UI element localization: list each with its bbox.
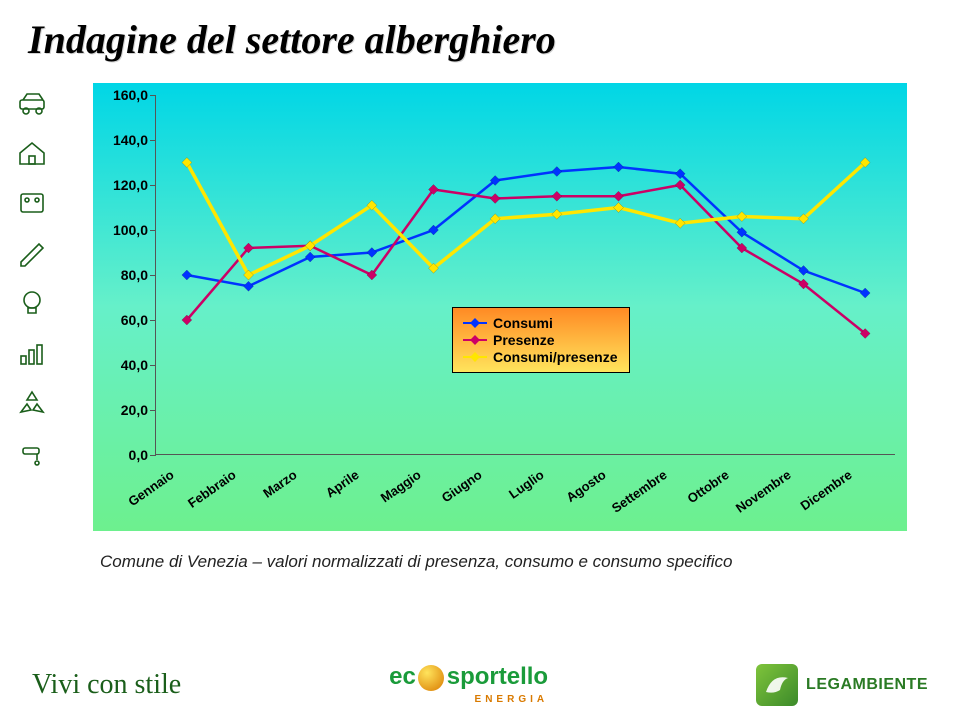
chart-icon <box>15 338 49 366</box>
house-icon <box>15 138 49 166</box>
legend-label: Consumi/presenze <box>493 349 617 365</box>
chart-caption: Comune di Venezia – valori normalizzati … <box>100 552 860 572</box>
page-title: Indagine del settore alberghiero <box>0 0 960 71</box>
x-axis-label: Settembre <box>609 467 670 516</box>
pencil-icon <box>15 238 49 266</box>
sidebar-icons <box>10 88 54 466</box>
legend-item: Consumi <box>463 315 617 331</box>
main-chart: ConsumiPresenzeConsumi/presenze 0,020,04… <box>90 80 910 534</box>
placeholder-icon <box>15 188 49 216</box>
x-axis-label: Agosto <box>563 467 608 505</box>
footer-bar: Vivi con stile ec sportello ENERGIA LEGA… <box>0 664 960 706</box>
legend-item: Consumi/presenze <box>463 349 617 365</box>
legend-label: Presenze <box>493 332 554 348</box>
x-axis-label: Ottobre <box>684 467 731 506</box>
brand-left: Vivi con stile <box>32 669 181 701</box>
car-icon <box>15 88 49 116</box>
x-axis-label: Novembre <box>732 467 793 516</box>
brand-center: ec sportello ENERGIA <box>389 665 548 705</box>
x-axis-label: Giugno <box>439 467 485 505</box>
x-axis-label: Maggio <box>377 467 423 505</box>
recycle-icon <box>15 388 49 416</box>
x-axis-label: Marzo <box>260 467 299 501</box>
legend-label: Consumi <box>493 315 553 331</box>
brand-right: LEGAMBIENTE <box>756 664 928 706</box>
bulb-icon <box>15 288 49 316</box>
x-axis-label: Aprile <box>323 467 362 500</box>
chart-legend: ConsumiPresenzeConsumi/presenze <box>452 307 630 373</box>
x-axis-label: Dicembre <box>798 467 855 513</box>
legend-item: Presenze <box>463 332 617 348</box>
x-axis-label: Luglio <box>506 467 547 502</box>
tap-icon <box>15 438 49 466</box>
x-axis-label: Gennaio <box>125 467 176 509</box>
chart-lines <box>156 95 895 454</box>
x-axis-label: Febbraio <box>185 467 239 511</box>
